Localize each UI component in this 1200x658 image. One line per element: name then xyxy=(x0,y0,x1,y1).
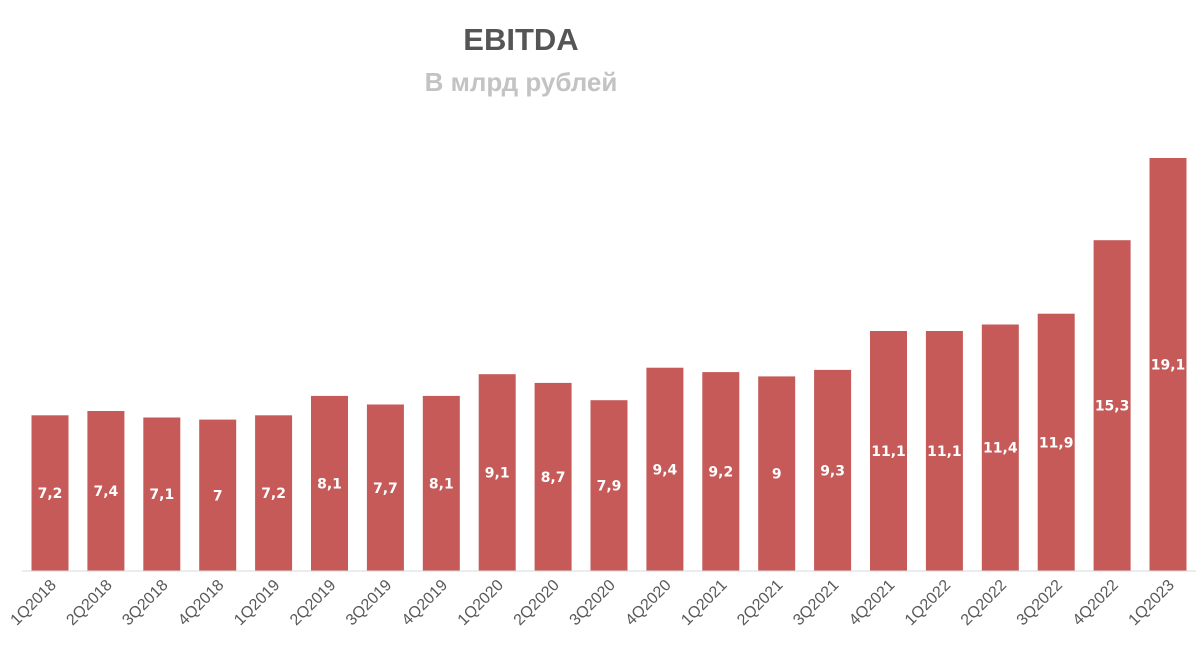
data-label-1Q2023: 19,1 xyxy=(1151,358,1186,374)
bar-4Q2018 xyxy=(199,419,237,571)
bar-4Q2022 xyxy=(1093,240,1131,571)
x-tick-3Q2019: 3Q2019 xyxy=(343,577,395,629)
x-tick-4Q2021: 4Q2021 xyxy=(846,577,898,629)
data-label-4Q2019: 8,1 xyxy=(429,476,454,492)
bar-1Q2018 xyxy=(31,415,69,571)
bar-1Q2023 xyxy=(1149,158,1187,571)
data-label-2Q2021: 9 xyxy=(772,467,782,483)
data-label-2Q2019: 8,1 xyxy=(317,476,342,492)
x-tick-3Q2020: 3Q2020 xyxy=(567,577,619,629)
bar-3Q2019 xyxy=(366,404,404,571)
bar-1Q2020 xyxy=(478,374,516,571)
data-label-3Q2019: 7,7 xyxy=(373,481,398,497)
x-tick-1Q2022: 1Q2022 xyxy=(902,577,954,629)
x-tick-4Q2018: 4Q2018 xyxy=(175,577,227,629)
data-label-1Q2019: 7,2 xyxy=(261,486,286,502)
data-label-1Q2020: 9,1 xyxy=(485,466,510,482)
bar-2Q2022 xyxy=(981,324,1019,571)
data-label-3Q2020: 7,9 xyxy=(597,479,622,495)
bar-2Q2021 xyxy=(758,376,796,571)
x-tick-3Q2022: 3Q2022 xyxy=(1014,577,1066,629)
bar-4Q2021 xyxy=(870,331,907,571)
data-label-4Q2022: 15,3 xyxy=(1095,399,1130,415)
bar-2Q2018 xyxy=(87,411,125,571)
data-label-3Q2021: 9,3 xyxy=(820,464,845,480)
x-tick-3Q2021: 3Q2021 xyxy=(790,577,842,629)
x-tick-1Q2021: 1Q2021 xyxy=(678,577,730,629)
x-tick-1Q2018: 1Q2018 xyxy=(8,577,60,629)
x-tick-4Q2019: 4Q2019 xyxy=(399,577,451,629)
x-tick-4Q2022: 4Q2022 xyxy=(1070,577,1122,629)
bar-3Q2018 xyxy=(143,417,181,571)
chart-title: EBITDA xyxy=(463,22,578,57)
data-label-2Q2022: 11,4 xyxy=(983,441,1018,457)
x-tick-4Q2020: 4Q2020 xyxy=(622,577,674,629)
chart-subtitle: В млрд рублей xyxy=(425,67,618,97)
x-tick-labels: 1Q2018 2Q2018 3Q2018 4Q2018 1Q2019 2Q2019 3Q20… xyxy=(8,577,1178,629)
x-tick-1Q2020: 1Q2020 xyxy=(455,577,507,629)
x-tick-3Q2018: 3Q2018 xyxy=(119,577,171,629)
x-tick-1Q2023: 1Q2023 xyxy=(1126,577,1178,629)
bar-1Q2021 xyxy=(702,372,740,571)
x-tick-2Q2019: 2Q2019 xyxy=(287,577,339,629)
data-label-1Q2022: 11,1 xyxy=(927,444,962,460)
bar-3Q2021 xyxy=(814,369,852,571)
bar-3Q2020 xyxy=(590,400,628,571)
bar-1Q2019 xyxy=(255,415,293,571)
x-tick-2Q2021: 2Q2021 xyxy=(734,577,786,629)
data-label-4Q2020: 9,4 xyxy=(652,462,677,478)
data-label-1Q2021: 9,2 xyxy=(708,465,733,481)
data-label-4Q2021: 11,1 xyxy=(871,444,906,460)
x-tick-2Q2022: 2Q2022 xyxy=(958,577,1010,629)
bar-4Q2020 xyxy=(646,367,684,571)
data-label-3Q2022: 11,9 xyxy=(1039,435,1074,451)
bar-2Q2020 xyxy=(534,382,572,571)
x-tick-2Q2020: 2Q2020 xyxy=(511,577,563,629)
bar-3Q2022 xyxy=(1037,313,1075,571)
bar-1Q2022 xyxy=(925,331,963,571)
bars-group: 7,2 7,4 7,1 7 7,2 8,1 7,7 8,1 9,1 8,7 7,9 9,4 9,2 9 9,… xyxy=(31,158,1187,571)
data-label-2Q2020: 8,7 xyxy=(541,470,566,486)
data-label-4Q2018: 7 xyxy=(213,488,223,504)
x-tick-1Q2019: 1Q2019 xyxy=(231,577,283,629)
x-tick-2Q2018: 2Q2018 xyxy=(63,577,115,629)
data-label-2Q2018: 7,4 xyxy=(93,484,118,500)
data-label-3Q2018: 7,1 xyxy=(149,487,174,503)
bar-2Q2019 xyxy=(311,395,348,571)
data-label-1Q2018: 7,2 xyxy=(38,486,63,502)
bar-4Q2019 xyxy=(422,395,460,571)
